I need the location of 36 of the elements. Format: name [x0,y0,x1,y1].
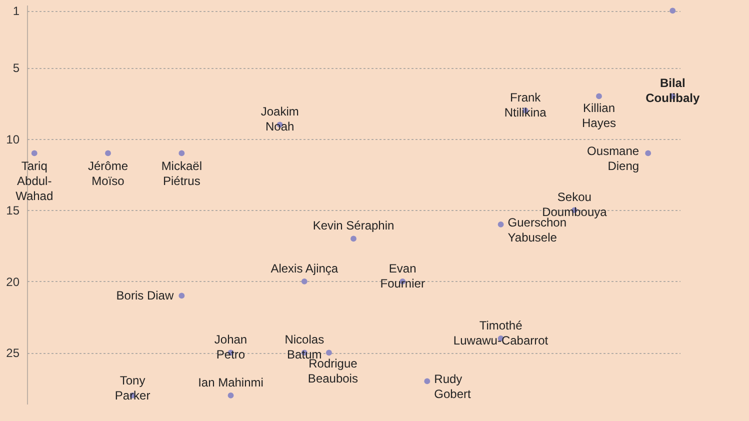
data-label: Rudy Gobert [434,372,472,402]
data-label: Ousmane Dieng [587,144,640,174]
point [424,378,430,384]
data-label: Ian Mahinmi [198,375,264,390]
point [228,392,234,398]
data-label: Evan Fournier [380,261,425,290]
point [31,150,38,156]
data-label: Jérôme Moïso [88,159,128,188]
data-label: Bilal Coulibaly [646,76,700,106]
y-tick-label: 10 [6,132,20,146]
data-label: Mickaël Piétrus [161,159,202,188]
point [105,150,111,156]
y-tick-label: 25 [6,346,20,360]
data-label: Kevin Séraphin [312,218,394,233]
data-label: Timothé Luwawu-Cabarrot [453,318,549,348]
data-label: Alexis Ajinça [270,261,338,276]
point [178,292,185,299]
point [350,236,356,242]
data-label: Boris Diaw [116,288,174,303]
data-label: Tariq Abdul- Wahad [16,159,54,204]
point [301,278,308,284]
data-label: Johan Petro [214,332,248,362]
data-label: Frank Ntilikina [504,90,547,120]
point [596,93,602,100]
y-tick-label: 5 [12,61,20,76]
point [498,222,504,228]
data-label: Joakim Noah [260,104,299,134]
point [645,150,652,156]
point [326,350,332,356]
y-tick-label: 15 [6,204,20,218]
y-tick-label: 20 [6,274,20,289]
point [178,150,185,156]
data-label: Tony Parker [114,373,150,402]
data-label: Killian Hayes [582,101,616,130]
point [670,8,676,14]
y-tick-label: 1 [12,4,20,18]
